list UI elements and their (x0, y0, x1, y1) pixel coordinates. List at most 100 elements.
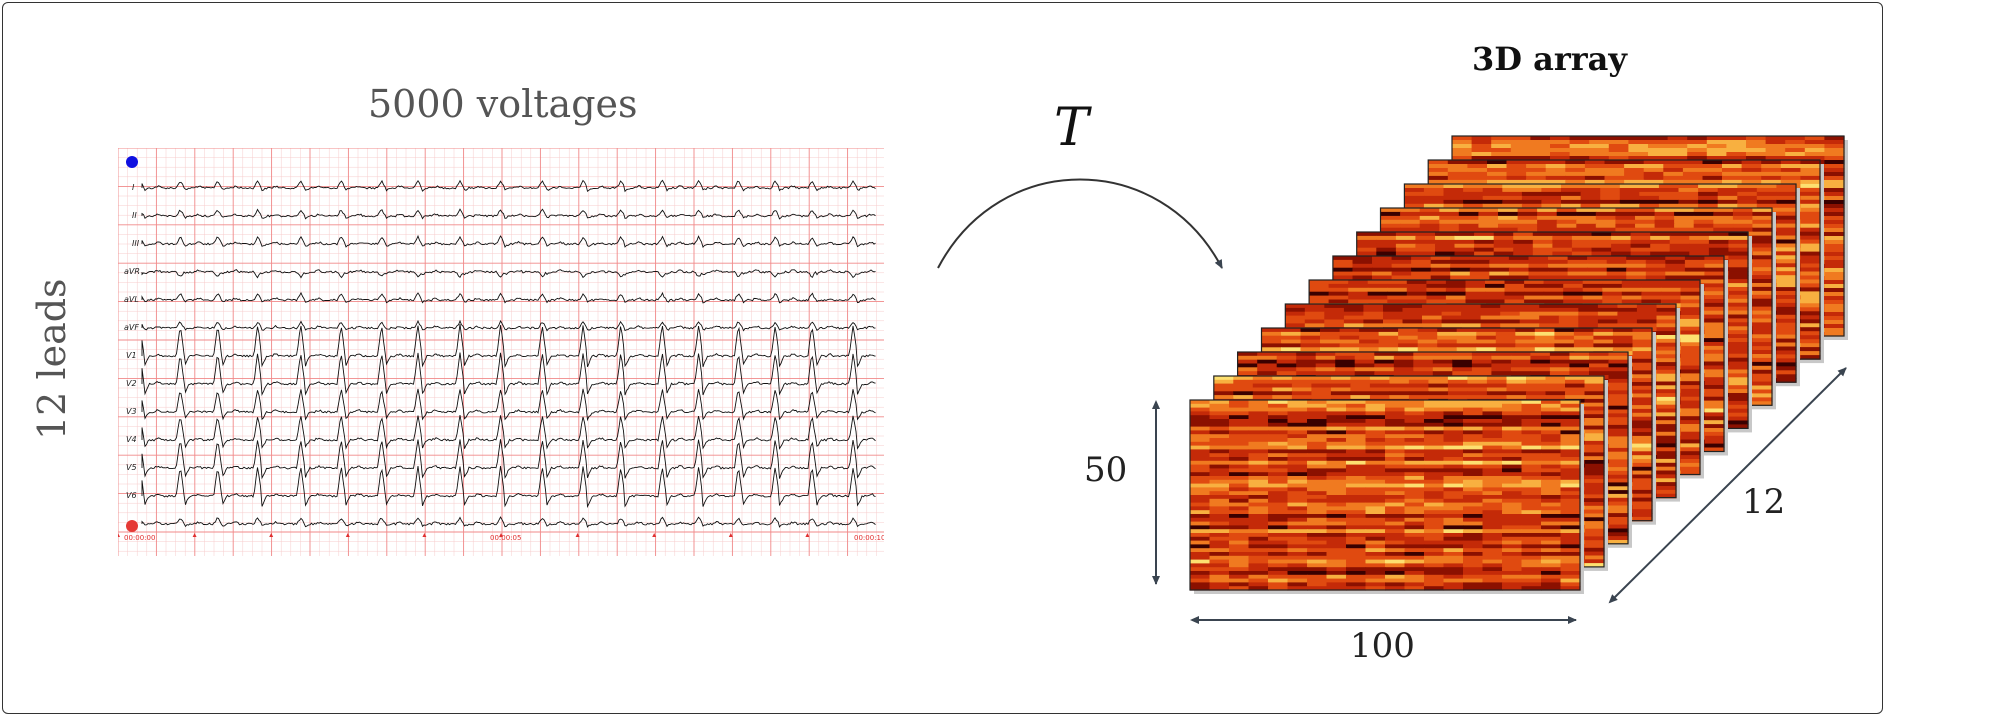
heatmap-cell (1541, 199, 1562, 205)
heatmap-cell (1824, 280, 1845, 285)
heatmap-cell (1510, 152, 1531, 157)
heatmap-cell (1395, 251, 1417, 257)
heatmap-cell (1776, 350, 1797, 356)
heatmap-cell (1722, 179, 1743, 185)
time-tick (269, 533, 274, 537)
heatmap-cell (1728, 251, 1749, 257)
heatmap-cell (1682, 168, 1704, 173)
heatmap-cell (1521, 195, 1543, 201)
heatmap-cell (1502, 199, 1523, 205)
heatmap-cell (1776, 279, 1797, 284)
ecg-trace (141, 388, 876, 422)
heatmap-cell (1600, 184, 1621, 189)
heatmap-cell (1726, 136, 1747, 141)
heatmap-cell (1667, 140, 1688, 145)
heatmap-cell (1824, 200, 1845, 205)
heatmap-cell (1728, 396, 1749, 402)
heatmap-cell (1639, 191, 1660, 197)
heatmap-cell (1717, 184, 1738, 189)
heatmap-cell (1604, 164, 1625, 169)
heatmap-cell (1356, 243, 1377, 249)
heatmap-cell (1600, 199, 1621, 205)
heatmap-cell (1708, 232, 1730, 237)
lead-label: I (132, 183, 135, 192)
heatmap-cell (1591, 235, 1612, 241)
heatmap-cell (1454, 247, 1475, 253)
ecg-time-ticks (118, 533, 810, 537)
heatmap-cell (1800, 271, 1821, 277)
heatmap-cell (1537, 215, 1558, 221)
heatmap-cell (1756, 195, 1777, 201)
heatmap-cell (1824, 216, 1845, 221)
heatmap-cell (1630, 232, 1651, 237)
heatmap-cell (1458, 223, 1479, 229)
heatmap-cell (1428, 179, 1449, 185)
heatmap-cell (1776, 291, 1797, 296)
heatmap-cell (1780, 179, 1801, 185)
heatmap-cell (1447, 171, 1468, 177)
heatmap-cell (1669, 251, 1690, 257)
time-label: 00:00:05 (490, 534, 521, 542)
heatmap-cell (1667, 136, 1688, 141)
heatmap-cell (1400, 215, 1421, 221)
heatmap-cell (1458, 215, 1479, 221)
heatmap-cell (1678, 188, 1699, 193)
heatmap-cell (1439, 208, 1460, 213)
heatmap-cell (1498, 211, 1519, 217)
heatmap-cell (1728, 275, 1749, 280)
heatmap-cell (1635, 215, 1656, 221)
heatmap-cell (1765, 140, 1786, 145)
heatmap-cell (1571, 247, 1593, 253)
heatmap-cell (1571, 235, 1593, 241)
heatmap-cell (1532, 235, 1553, 241)
heatmap-cell (1737, 184, 1758, 189)
heatmap-cell (1708, 243, 1730, 249)
heatmap-cell (1776, 287, 1797, 292)
heatmap-cell (1435, 235, 1456, 241)
heatmap-cell (1824, 196, 1845, 201)
heatmap-cell (1639, 184, 1660, 189)
heatmap-cell (1800, 351, 1821, 356)
heatmap-cell (1395, 235, 1417, 241)
heatmap-cell (1824, 296, 1845, 301)
heatmap-cell (1493, 247, 1514, 253)
heatmap-cell (1550, 156, 1571, 161)
heatmap-cell (1765, 144, 1786, 149)
heatmap-cell (1726, 156, 1747, 161)
heatmap-cell (1624, 175, 1645, 181)
heatmap-cell (1600, 195, 1621, 201)
heatmap-cell (1443, 203, 1464, 209)
heatmap-cell (1824, 156, 1845, 161)
heatmap-cell (1785, 144, 1806, 149)
heatmap-cell (1824, 204, 1845, 209)
heatmap-cell (1565, 171, 1586, 177)
heatmap-cell (1611, 243, 1632, 249)
heatmap-cell (1595, 215, 1616, 221)
time-tick (118, 533, 120, 537)
heatmap-cell (1628, 140, 1649, 145)
heatmap-cell (1615, 219, 1636, 225)
time-tick (805, 533, 810, 537)
heatmap-cell (1824, 192, 1845, 197)
heatmap-cell (1513, 239, 1534, 245)
heatmap-cell (1419, 219, 1440, 225)
heatmap-cell (1591, 243, 1612, 249)
heatmap-cell (1752, 294, 1773, 300)
heatmap-cell (1708, 235, 1730, 241)
heatmap-cell (1521, 203, 1543, 209)
heatmap-cell (1741, 179, 1762, 185)
heatmap-cell (1824, 144, 1845, 149)
heatmap-cell (1702, 175, 1723, 181)
lead-label: aVL (124, 295, 139, 304)
heatmap-cell (1478, 227, 1499, 233)
heatmap-cell (1752, 365, 1773, 371)
heatmap-cell (1800, 267, 1821, 273)
heatmap-cell (1454, 243, 1475, 249)
time-tick (575, 533, 580, 537)
heatmap-cell (1702, 171, 1723, 177)
heatmap-cell (1800, 251, 1821, 257)
heatmap-cell (1419, 227, 1440, 233)
heatmap-cell (1630, 251, 1651, 257)
heatmap-cell (1589, 136, 1610, 141)
heatmap-cell (1752, 247, 1773, 252)
